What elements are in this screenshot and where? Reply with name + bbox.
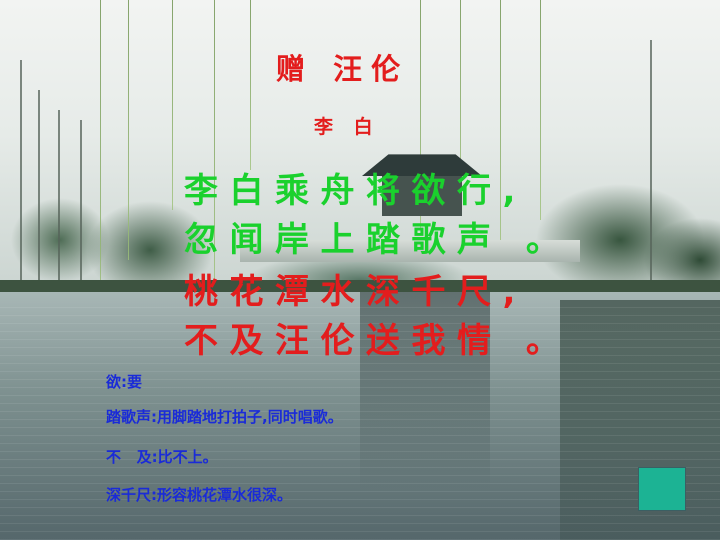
poem-line-3: 桃花潭水深千尺, — [184, 272, 527, 312]
water-ripples — [0, 300, 720, 540]
poem-title: 赠 汪伦 — [276, 52, 410, 86]
bare-tree — [80, 120, 82, 290]
poem-line-1: 李白乘舟将欲行, — [184, 171, 527, 211]
poem-line-4: 不及汪伦送我情 。 — [184, 321, 572, 361]
willow-branch — [250, 0, 251, 170]
willow-branch — [460, 0, 461, 200]
pavilion — [382, 176, 462, 216]
bare-tree — [38, 90, 40, 290]
willow-branch — [128, 0, 129, 260]
willow-branch — [500, 0, 501, 250]
tree-line — [0, 150, 720, 290]
shoreline — [0, 280, 720, 294]
willow-branch — [100, 0, 101, 330]
note-tagesheng: 踏歌声:用脚踏地打拍子,同时唱歌。 — [106, 408, 343, 426]
willow-branch — [214, 0, 215, 290]
bare-tree — [58, 110, 60, 290]
stone-bridge — [240, 240, 580, 262]
willow-branch — [172, 0, 173, 210]
bare-tree — [650, 40, 652, 290]
note-yu: 欲:要 — [106, 373, 142, 391]
pavilion-reflection — [360, 292, 490, 492]
poem-line-2: 忽闻岸上踏歌声 。 — [184, 220, 572, 260]
note-shenqianchi: 深千尺:形容桃花潭水很深。 — [106, 486, 292, 504]
action-button[interactable] — [638, 467, 686, 511]
note-buji: 不 及:比不上。 — [106, 448, 218, 466]
willow-branch — [540, 0, 541, 220]
pavilion-roof — [362, 154, 482, 176]
poem-author: 李 白 — [314, 116, 380, 138]
bare-tree — [20, 60, 22, 290]
willow-branch — [420, 0, 421, 230]
